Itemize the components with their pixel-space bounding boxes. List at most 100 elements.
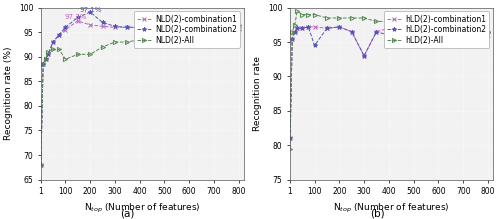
Line: NLD(2)-combination2: NLD(2)-combination2 xyxy=(39,10,241,167)
hLD(2)-combination2 xyxy=(423,27,429,30)
hLD(2)-combination2 xyxy=(448,27,454,30)
NLD(2)-combination2 xyxy=(87,11,93,13)
NLD(2)-combination2 xyxy=(42,58,48,61)
Line: hLD(2)-combination2: hLD(2)-combination2 xyxy=(288,12,490,140)
X-axis label: N$_{top}$ (Number of features): N$_{top}$ (Number of features) xyxy=(84,202,200,215)
NLD(2)-combination1 xyxy=(50,41,56,43)
hLD(2)-All xyxy=(448,20,454,23)
NLD(2)-combination2 xyxy=(236,25,242,28)
NLD(2)-combination2 xyxy=(224,26,230,29)
hLD(2)-All xyxy=(386,20,392,23)
NLD(2)-combination2 xyxy=(62,26,68,29)
hLD(2)-All xyxy=(348,17,354,19)
NLD(2)-combination2 xyxy=(56,33,62,36)
NLD(2)-All xyxy=(75,53,81,56)
hLD(2)-combination2 xyxy=(290,37,296,40)
NLD(2)-combination2 xyxy=(45,53,51,56)
hLD(2)-All xyxy=(410,17,416,19)
hLD(2)-All xyxy=(324,17,330,19)
hLD(2)-combination1 xyxy=(423,27,429,30)
hLD(2)-combination2 xyxy=(460,13,466,16)
NLD(2)-combination1 xyxy=(124,26,130,29)
hLD(2)-combination1 xyxy=(460,41,466,43)
NLD(2)-combination1 xyxy=(224,26,230,29)
hLD(2)-combination1 xyxy=(287,137,293,140)
NLD(2)-All xyxy=(100,46,105,48)
NLD(2)-All xyxy=(112,41,118,43)
NLD(2)-combination2 xyxy=(38,164,44,166)
hLD(2)-combination1 xyxy=(294,27,300,30)
NLD(2)-All xyxy=(198,31,204,34)
hLD(2)-combination2 xyxy=(386,34,392,37)
hLD(2)-combination1 xyxy=(410,27,416,30)
NLD(2)-All xyxy=(42,58,48,61)
NLD(2)-All xyxy=(38,164,44,166)
hLD(2)-combination2 xyxy=(336,26,342,28)
Legend: NLD(2)-combination1, NLD(2)-combination2, NLD(2)-All: NLD(2)-combination1, NLD(2)-combination2… xyxy=(134,11,240,48)
NLD(2)-combination1 xyxy=(62,28,68,31)
hLD(2)-All xyxy=(290,30,296,33)
hLD(2)-All xyxy=(306,13,312,16)
NLD(2)-combination1 xyxy=(42,58,48,61)
NLD(2)-combination1 xyxy=(100,25,105,28)
Text: 97.3%: 97.3% xyxy=(64,14,86,20)
NLD(2)-All xyxy=(211,33,217,36)
hLD(2)-All xyxy=(312,13,318,16)
NLD(2)-All xyxy=(62,58,68,61)
NLD(2)-All xyxy=(124,41,130,43)
hLD(2)-combination1 xyxy=(336,26,342,28)
hLD(2)-All xyxy=(460,24,466,26)
hLD(2)-All xyxy=(336,17,342,19)
NLD(2)-combination2 xyxy=(124,26,130,29)
NLD(2)-All xyxy=(236,28,242,31)
hLD(2)-combination2 xyxy=(312,44,318,47)
hLD(2)-combination1 xyxy=(374,30,380,33)
hLD(2)-combination1 xyxy=(448,27,454,30)
NLD(2)-combination2 xyxy=(50,41,56,43)
NLD(2)-combination1 xyxy=(40,63,46,65)
hLD(2)-All xyxy=(436,20,442,23)
NLD(2)-combination1 xyxy=(112,26,118,29)
Line: hLD(2)-All: hLD(2)-All xyxy=(288,9,490,151)
Text: (b): (b) xyxy=(370,209,385,219)
hLD(2)-combination1 xyxy=(386,27,392,30)
NLD(2)-combination2 xyxy=(186,26,192,29)
NLD(2)-combination2 xyxy=(162,31,168,34)
NLD(2)-combination1 xyxy=(149,25,155,28)
NLD(2)-combination1 xyxy=(162,31,168,34)
hLD(2)-All xyxy=(294,10,300,12)
hLD(2)-combination1 xyxy=(290,37,296,40)
NLD(2)-combination1 xyxy=(38,164,44,166)
hLD(2)-combination2 xyxy=(361,55,367,57)
hLD(2)-All xyxy=(485,30,491,33)
NLD(2)-combination2 xyxy=(211,31,217,34)
X-axis label: N$_{top}$ (Number of features): N$_{top}$ (Number of features) xyxy=(333,202,450,215)
NLD(2)-combination2 xyxy=(75,16,81,19)
hLD(2)-combination2 xyxy=(287,137,293,140)
hLD(2)-All xyxy=(472,24,478,26)
NLD(2)-combination1 xyxy=(236,25,242,28)
hLD(2)-combination2 xyxy=(292,30,298,33)
NLD(2)-All xyxy=(50,48,56,51)
hLD(2)-combination1 xyxy=(472,34,478,37)
hLD(2)-combination2 xyxy=(324,27,330,30)
Legend: hLD(2)-combination1, hLD(2)-combination2, hLD(2)-All: hLD(2)-combination1, hLD(2)-combination2… xyxy=(384,11,489,48)
hLD(2)-combination2 xyxy=(472,27,478,30)
Line: NLD(2)-combination1: NLD(2)-combination1 xyxy=(39,19,241,167)
hLD(2)-combination2 xyxy=(348,30,354,33)
hLD(2)-combination2 xyxy=(294,27,300,30)
hLD(2)-combination2 xyxy=(410,24,416,26)
NLD(2)-combination1 xyxy=(136,26,142,29)
hLD(2)-combination2 xyxy=(398,27,404,30)
hLD(2)-All xyxy=(398,24,404,26)
hLD(2)-combination2 xyxy=(485,30,491,33)
hLD(2)-combination1 xyxy=(361,55,367,57)
NLD(2)-combination2 xyxy=(198,27,204,30)
NLD(2)-All xyxy=(186,36,192,39)
NLD(2)-All xyxy=(87,53,93,56)
NLD(2)-All xyxy=(40,63,46,65)
NLD(2)-combination1 xyxy=(174,26,180,29)
hLD(2)-combination2 xyxy=(436,30,442,33)
NLD(2)-combination1 xyxy=(45,53,51,56)
hLD(2)-combination1 xyxy=(324,27,330,30)
